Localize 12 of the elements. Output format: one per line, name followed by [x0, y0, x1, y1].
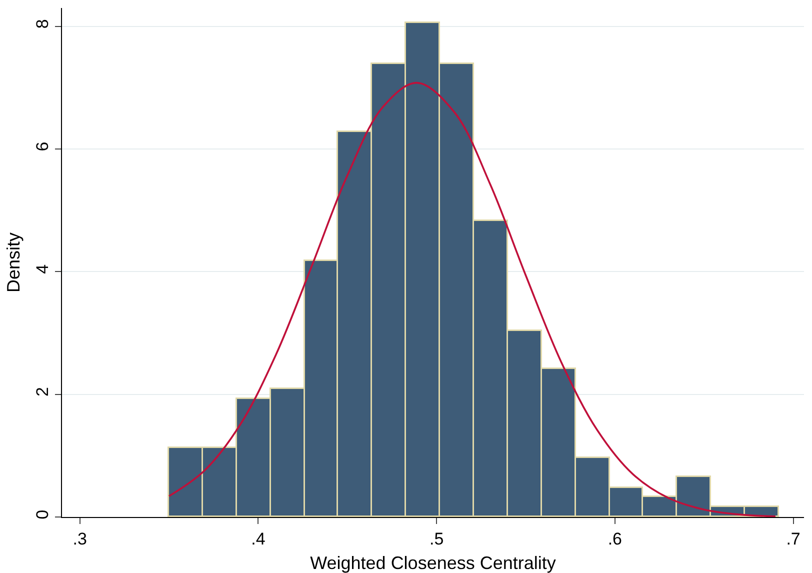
y-tick-label: 4: [33, 264, 52, 274]
x-tick-label: .4: [251, 529, 266, 548]
y-tick-label: 6: [33, 142, 52, 152]
x-tick-label: .3: [72, 529, 87, 548]
y-tick-label: 2: [33, 387, 52, 397]
x-tick-label: .7: [786, 529, 800, 548]
y-tick-label: 8: [33, 19, 52, 29]
x-tick-label: .5: [429, 529, 444, 548]
y-tick-label: 0: [33, 510, 52, 520]
y-axis-title: Density: [3, 232, 24, 293]
x-tick-label: .6: [608, 529, 622, 548]
x-axis-title: Weighted Closeness Centrality: [310, 553, 556, 573]
